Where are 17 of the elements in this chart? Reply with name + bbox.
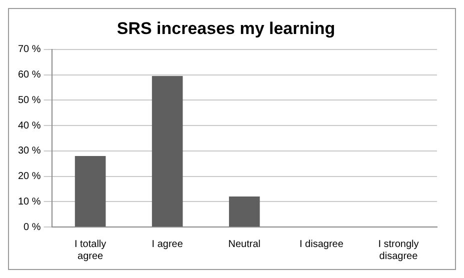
x-tick-label: I strongly disagree: [378, 238, 419, 262]
chart-title: SRS increases my learning: [116, 18, 336, 38]
y-tick-label: 60 %: [18, 70, 41, 81]
x-tick-label: I agree: [152, 238, 184, 250]
x-tick-label: I disagree: [299, 238, 344, 250]
y-tick-label: 10 %: [18, 196, 41, 208]
bar: [74, 156, 106, 226]
x-tick-label: I totally agree: [74, 238, 106, 262]
y-tick-label: 40 %: [18, 120, 41, 132]
bar: [152, 76, 183, 226]
y-tick-label: 30 %: [18, 146, 41, 157]
y-tick-label: 20 %: [18, 171, 41, 182]
bar: [228, 196, 260, 226]
y-tick-label: 70 %: [18, 44, 41, 56]
y-tick-label: 50 %: [18, 94, 41, 106]
x-tick-label: Neutral: [228, 238, 261, 250]
y-tick-label: 0 %: [24, 222, 41, 233]
